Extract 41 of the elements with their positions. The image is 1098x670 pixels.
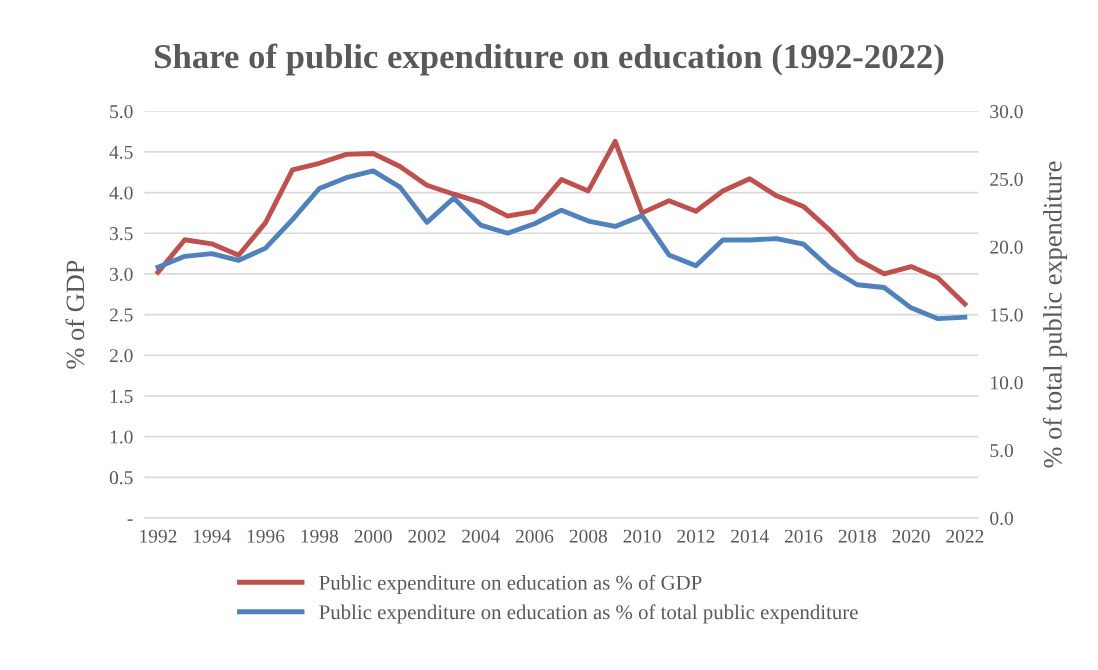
y-tick-label: 5.0 bbox=[110, 105, 133, 119]
x-tick-label: 2020 bbox=[892, 529, 930, 543]
y2-tick-label: 30.0 bbox=[990, 105, 1023, 119]
y-tick-label: 3.5 bbox=[110, 227, 133, 241]
x-tick-label: 2008 bbox=[569, 529, 608, 543]
y2-tick-label: 20.0 bbox=[990, 240, 1023, 254]
x-tick-label: 1994 bbox=[194, 529, 231, 543]
y-tick-label: 0.5 bbox=[109, 471, 133, 485]
line-series bbox=[155, 138, 968, 307]
y-tick-label: 4.0 bbox=[109, 186, 133, 200]
y2-tick-label: 0.0 bbox=[990, 511, 1013, 525]
chart-title: Share of public expenditure on education (1992-2022) bbox=[155, 43, 944, 76]
x-tick-label: 2022 bbox=[946, 529, 984, 543]
x-tick-label: 2016 bbox=[784, 529, 823, 543]
y2-tick-label: 25.0 bbox=[990, 172, 1023, 187]
y-tick-label: 1.0 bbox=[110, 430, 133, 444]
x-tick-label: 1996 bbox=[247, 529, 285, 543]
y-tick-label: 3.0 bbox=[110, 267, 133, 281]
x-tick-label: 2010 bbox=[623, 529, 661, 543]
y2-tick-label: 10.0 bbox=[991, 376, 1023, 390]
legend-label: Public expenditure on education as % of total public expenditure bbox=[319, 604, 858, 624]
y-tick-label: 2.5 bbox=[109, 308, 133, 322]
x-tick-label: 1992 bbox=[140, 529, 177, 543]
y2-tick-label: 5.0 bbox=[990, 444, 1013, 458]
x-tick-label: 2014 bbox=[731, 529, 769, 543]
y-axis-title: % of GDP bbox=[65, 260, 85, 369]
y-tick-label: 1.5 bbox=[110, 389, 133, 403]
y-tick-label: 2.0 bbox=[109, 349, 133, 363]
y2-tick-label: 15.0 bbox=[991, 308, 1023, 322]
x-tick-label: 1998 bbox=[301, 529, 339, 543]
legend-label: Public expenditure on education as % of GDP bbox=[319, 574, 702, 594]
x-tick-label: 2004 bbox=[462, 529, 500, 543]
line-series bbox=[155, 168, 968, 322]
y-tick-label: 4.5 bbox=[109, 145, 133, 159]
x-tick-label: 2002 bbox=[408, 529, 446, 543]
y-tick-label: - bbox=[127, 519, 133, 521]
x-tick-label: 2006 bbox=[515, 529, 554, 543]
x-tick-label: 2012 bbox=[677, 529, 715, 543]
x-tick-label: 2000 bbox=[354, 529, 392, 543]
y2-axis-title: % of total public expenditure bbox=[1042, 161, 1068, 468]
x-tick-label: 2018 bbox=[838, 529, 876, 543]
